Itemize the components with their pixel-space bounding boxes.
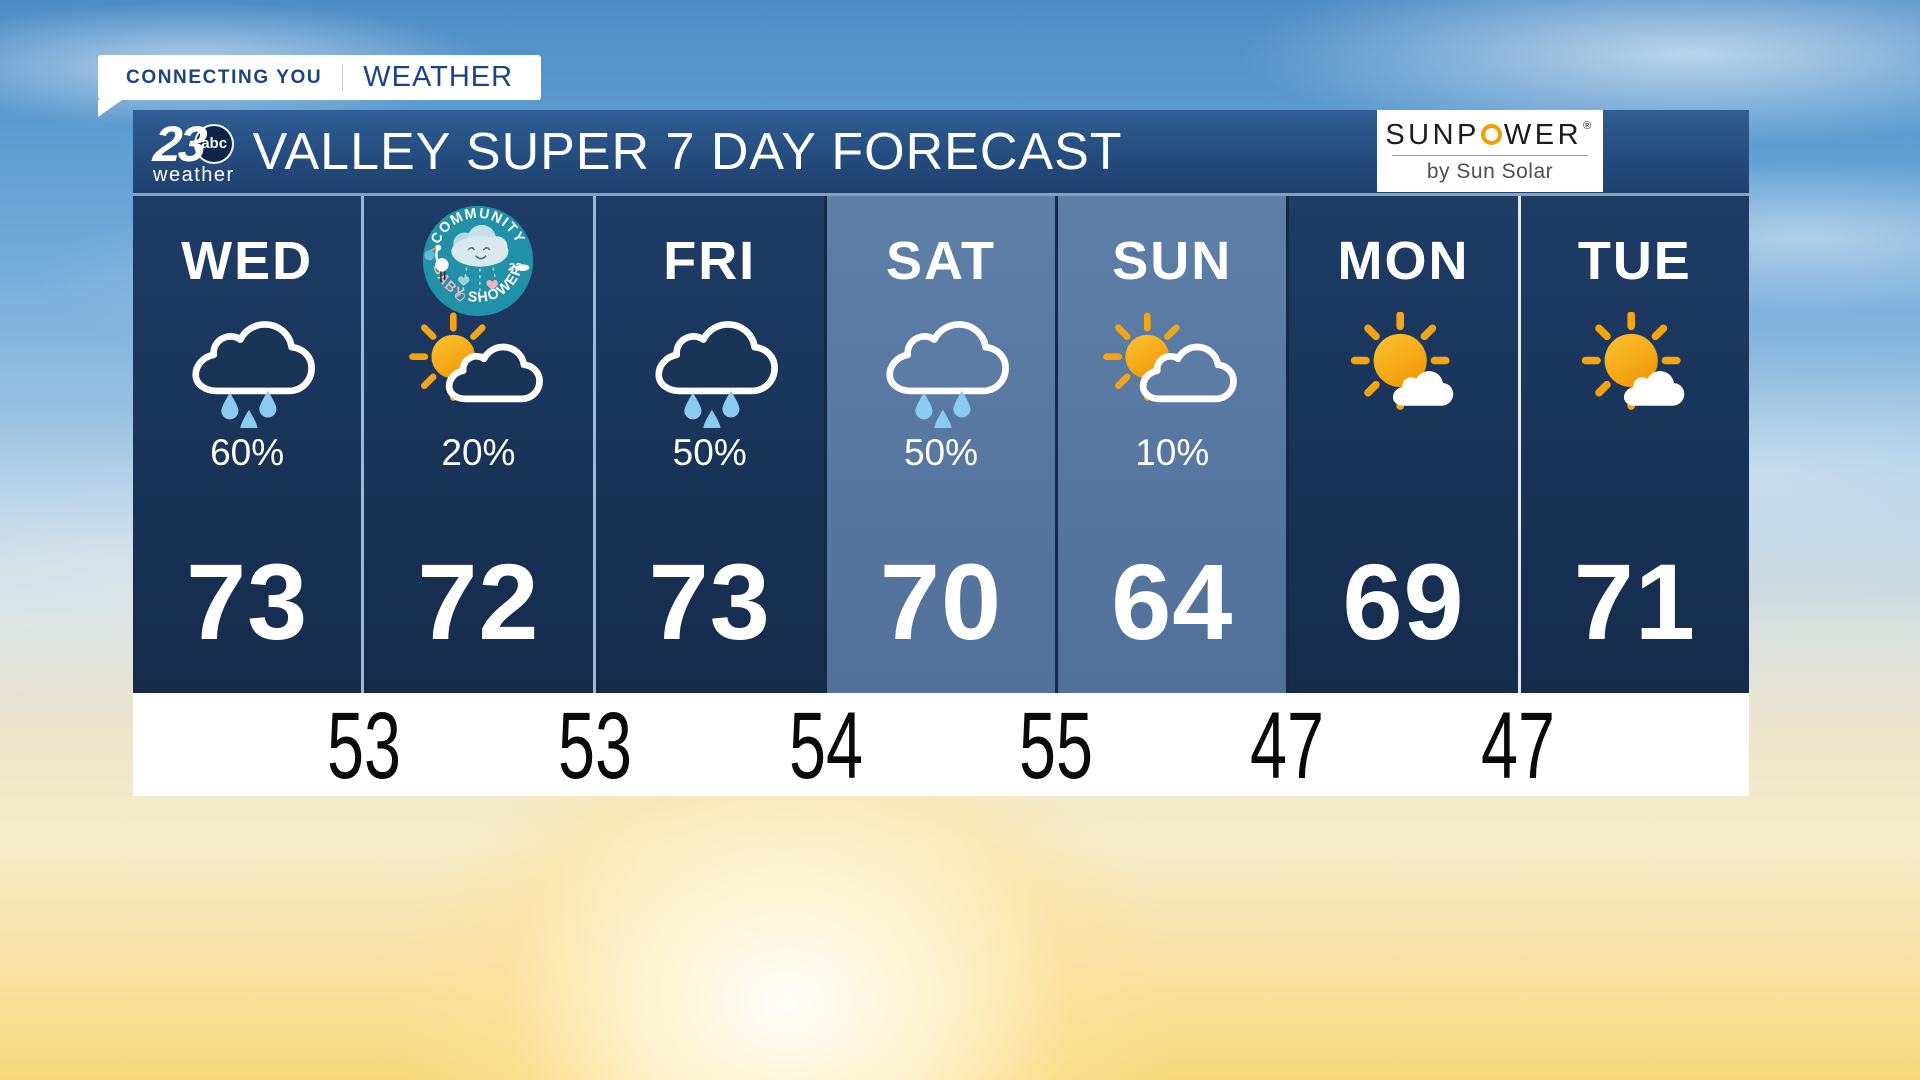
sun-cloud-filled-icon	[1328, 312, 1480, 428]
day-label: FRI	[663, 231, 757, 291]
sun-cloud-outline-icon	[1096, 312, 1248, 428]
low-temp: 53	[557, 693, 632, 799]
day-column-sat: SAT 50% 70	[823, 196, 1056, 693]
day-column-mon: MON 69	[1286, 196, 1518, 693]
bug-divider	[342, 64, 344, 91]
day-column-fri: FRI 50% 73	[592, 196, 824, 693]
precip-chance: 20%	[441, 432, 516, 473]
abc-network-icon: abc	[194, 123, 235, 164]
sponsor-brand: SUNP WER ®	[1385, 118, 1595, 151]
panel-header: 23 abc weather VALLEY SUPER 7 DAY FORECA…	[133, 110, 1749, 196]
low-temp: 55	[1019, 693, 1094, 799]
sunpower-o-ring-icon	[1480, 123, 1502, 145]
bug-tagline: CONNECTING YOU	[126, 66, 323, 88]
low-temp: 54	[788, 693, 863, 799]
day-column-sun: SUN 10% 64	[1055, 196, 1287, 693]
sun-cloud-filled-icon	[1559, 312, 1711, 428]
sun-cloud-outline-icon	[402, 312, 554, 428]
high-temp: 71	[1573, 541, 1696, 662]
station-bug: CONNECTING YOU WEATHER	[98, 55, 542, 117]
bug-section-label: WEATHER	[363, 61, 514, 93]
registered-mark: ®	[1583, 119, 1595, 132]
station-logo: 23 abc weather	[150, 115, 235, 186]
high-temp: 70	[879, 541, 1003, 662]
low-temp: 47	[1250, 693, 1325, 799]
precip-chance: 50%	[903, 432, 979, 473]
sponsor-divider	[1392, 154, 1588, 156]
day-label: WED	[181, 231, 314, 291]
day-column-tue: TUE 71	[1517, 196, 1749, 693]
high-temp: 69	[1342, 541, 1465, 662]
high-temp: 73	[186, 541, 309, 662]
condition-icon-slot	[133, 312, 361, 428]
sponsor-brand-pre: SUNP	[1385, 118, 1480, 151]
page-title: VALLEY SUPER 7 DAY FORECAST	[252, 122, 1123, 181]
badge-mini-logo: 23	[508, 262, 530, 274]
bug-tail	[98, 100, 122, 117]
community-baby-shower-badge: COMMUNITY BABY SHOWER	[421, 204, 535, 318]
rain-cloud-icon	[865, 312, 1017, 428]
svg-text:23: 23	[508, 262, 522, 274]
condition-icon-slot	[827, 312, 1055, 428]
day-label: SAT	[885, 231, 996, 291]
forecast-panel: 23 abc weather VALLEY SUPER 7 DAY FORECA…	[133, 110, 1749, 799]
condition-icon-slot	[596, 312, 824, 428]
precip-chance: 10%	[1135, 432, 1210, 473]
day-column-wed: WED 60% 73	[133, 196, 362, 693]
low-temp: 47	[1481, 693, 1556, 799]
condition-icon-slot	[1289, 312, 1517, 428]
high-temp: 72	[417, 541, 540, 662]
day-column-thu: COMMUNITY BABY SHOWER	[361, 196, 593, 693]
channel-number: 23	[150, 115, 207, 172]
badge-cloud-icon	[451, 224, 509, 302]
sponsor-card: SUNP WER ® by Sun Solar	[1377, 110, 1603, 192]
sponsor-brand-post: WER	[1503, 118, 1583, 151]
rain-cloud-icon	[171, 312, 323, 428]
condition-icon-slot	[364, 312, 592, 428]
station-weather-label: weather	[153, 163, 235, 186]
badge-stork-icon	[424, 244, 449, 282]
sponsor-byline: by Sun Solar	[1426, 159, 1554, 183]
high-temp: 64	[1111, 541, 1234, 662]
precip-chance: 60%	[210, 432, 285, 473]
day-columns: WED 60% 73 COMMUNITY	[133, 196, 1749, 693]
condition-icon-slot	[1058, 312, 1286, 428]
overnight-lows-strip: 53 53 54 55 47 47	[133, 693, 1749, 799]
condition-icon-slot	[1521, 312, 1749, 428]
day-label: TUE	[1577, 231, 1692, 291]
day-label: SUN	[1112, 231, 1233, 291]
precip-chance: 50%	[672, 432, 747, 473]
day-label: MON	[1337, 231, 1470, 291]
rain-cloud-icon	[634, 312, 786, 428]
high-temp: 73	[648, 541, 771, 662]
low-temp: 53	[326, 693, 401, 799]
